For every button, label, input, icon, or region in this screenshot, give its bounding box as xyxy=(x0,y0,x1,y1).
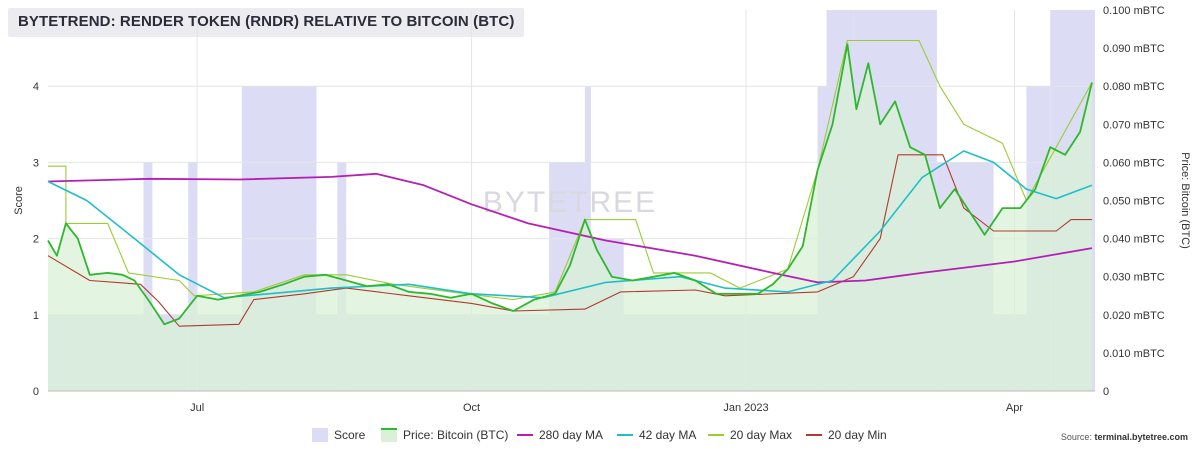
source-note: Source: terminal.bytetree.com xyxy=(1061,432,1188,442)
score-bar xyxy=(143,162,153,391)
source-prefix: Source: xyxy=(1060,432,1095,442)
legend-item-max20[interactable]: 20 day Max xyxy=(708,428,792,442)
y-right-tick-label: 0.020 mBTC xyxy=(1103,310,1165,322)
y-right-tick-label: 0 xyxy=(1103,386,1109,398)
chart-title-box: BYTETREND: RENDER TOKEN (RNDR) RELATIVE … xyxy=(8,8,525,37)
legend-item-price[interactable]: Price: Bitcoin (BTC) xyxy=(381,428,508,442)
y-right-axis-title: Price: Bitcoin (BTC) xyxy=(1179,152,1191,249)
y-left-tick-label: 2 xyxy=(33,234,39,246)
legend-swatch-max20 xyxy=(708,434,724,436)
legend-label: 42 day MA xyxy=(639,428,697,442)
legend-label: 280 day MA xyxy=(539,428,604,442)
legend-item-score[interactable]: Score xyxy=(312,428,365,442)
y-right-tick-label: 0.050 mBTC xyxy=(1103,196,1165,208)
y-left-tick-label: 3 xyxy=(33,157,39,169)
series-line-1 xyxy=(47,172,1093,284)
y-right-tick-label: 0.010 mBTC xyxy=(1103,348,1165,360)
source-name: terminal.bytetree.com xyxy=(1094,432,1188,442)
legend-label: 20 day Min xyxy=(828,428,887,442)
y-right-tick-label: 0.070 mBTC xyxy=(1103,119,1165,131)
legend: Score Price: Bitcoin (BTC) 280 day MA 42… xyxy=(0,426,1200,446)
axes: Jul Oct Jan 2023 Apr 0 1 2 3 4 0 0.010 mBTC 0.020 m… xyxy=(13,5,1191,414)
legend-item-min20[interactable]: 20 day Min xyxy=(806,428,887,442)
y-right-tick-label: 0.060 mBTC xyxy=(1103,157,1165,169)
y-right-tick-label: 0.030 mBTC xyxy=(1103,272,1165,284)
legend-swatch-min20 xyxy=(806,434,822,436)
legend-swatch-ma42 xyxy=(617,434,633,436)
legend-item-ma42[interactable]: 42 day MA xyxy=(617,428,696,442)
x-tick-label: Jul xyxy=(190,402,204,414)
y-left-axis-title: Score xyxy=(13,186,25,215)
series-line-4 xyxy=(47,154,1092,327)
y-right-tick-label: 0.080 mBTC xyxy=(1103,81,1165,93)
y-right-tick-label: 0.090 mBTC xyxy=(1103,43,1165,55)
y-right-tick-label: 0.040 mBTC xyxy=(1103,234,1165,246)
score-bar xyxy=(337,162,347,391)
legend-label: 20 day Max xyxy=(730,428,793,442)
score-bar xyxy=(188,162,198,391)
chart-title: BYTETREND: RENDER TOKEN (RNDR) RELATIVE … xyxy=(18,13,515,30)
x-tick-label: Apr xyxy=(1006,402,1023,414)
x-tick-label: Oct xyxy=(463,402,480,414)
legend-swatch-ma280 xyxy=(517,434,533,436)
series-lines xyxy=(47,39,1093,327)
x-tick-label: Jan 2023 xyxy=(723,402,768,414)
y-right-tick-label: 0.100 mBTC xyxy=(1103,5,1165,17)
y-left-tick-label: 1 xyxy=(33,310,39,322)
legend-swatch-score xyxy=(312,428,328,442)
legend-label: Score xyxy=(334,428,366,442)
legend-item-ma280[interactable]: 280 day MA xyxy=(517,428,603,442)
y-left-tick-label: 4 xyxy=(33,81,39,93)
legend-label: Price: Bitcoin (BTC) xyxy=(403,428,509,442)
legend-swatch-price xyxy=(381,428,397,442)
series-line-0 xyxy=(47,43,1093,326)
series-line-2 xyxy=(47,150,1093,299)
y-left-tick-label: 0 xyxy=(33,386,39,398)
watermark-text: BYTETREE xyxy=(483,186,657,219)
